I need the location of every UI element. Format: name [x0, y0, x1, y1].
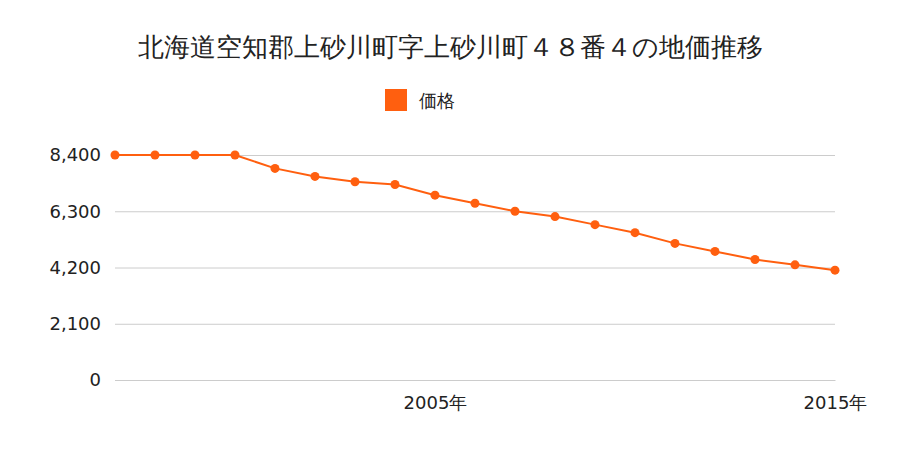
point — [751, 255, 760, 264]
point — [391, 180, 400, 189]
y-tick-label: 4,200 — [49, 257, 101, 278]
x-axis-line — [116, 380, 836, 381]
point — [471, 199, 480, 208]
point — [231, 151, 240, 160]
point — [631, 228, 640, 237]
y-tick: 4,200 — [49, 257, 835, 278]
point — [351, 177, 360, 186]
point — [591, 220, 600, 229]
point — [191, 151, 200, 160]
plot: 0 2,100 4,200 6,300 8,400 2005年 2015年 — [49, 144, 867, 413]
grid-line — [115, 324, 835, 325]
point — [311, 172, 320, 181]
point — [711, 247, 720, 256]
y-tick: 2,100 — [49, 313, 835, 334]
point — [791, 260, 800, 269]
point — [151, 151, 160, 160]
y-tick: 6,300 — [49, 201, 835, 222]
x-tick-label: 2005年 — [404, 392, 468, 413]
x-axis: 2005年 2015年 — [116, 380, 868, 413]
line — [115, 155, 835, 270]
legend: 価格 — [385, 89, 455, 111]
point — [551, 212, 560, 221]
chart: 北海道空知郡上砂川町字上砂川町４８番４の地価推移 0 2,100 4,200 6,300… — [0, 0, 900, 450]
legend-label: 価格 — [419, 90, 455, 111]
y-tick: 0 — [90, 369, 835, 390]
y-tick-label: 0 — [90, 369, 101, 390]
y-tick-label: 8,400 — [49, 144, 101, 165]
point — [271, 164, 280, 173]
x-tick: 2015年 — [804, 380, 868, 413]
x-tick: 2005年 — [404, 380, 468, 413]
grid-line — [115, 211, 835, 212]
legend-swatch — [385, 89, 407, 111]
point — [671, 239, 680, 248]
point — [511, 207, 520, 216]
y-tick-label: 2,100 — [49, 313, 101, 334]
grid-line — [115, 268, 835, 269]
y-axis: 0 2,100 4,200 6,300 8,400 — [49, 144, 835, 390]
y-tick-label: 6,300 — [49, 201, 101, 222]
point — [431, 191, 440, 200]
grid-line — [115, 380, 835, 381]
marks — [111, 151, 840, 275]
point — [111, 151, 120, 160]
point — [831, 266, 840, 275]
title: 北海道空知郡上砂川町字上砂川町４８番４の地価推移 — [138, 32, 763, 62]
x-tick-label: 2015年 — [804, 392, 868, 413]
